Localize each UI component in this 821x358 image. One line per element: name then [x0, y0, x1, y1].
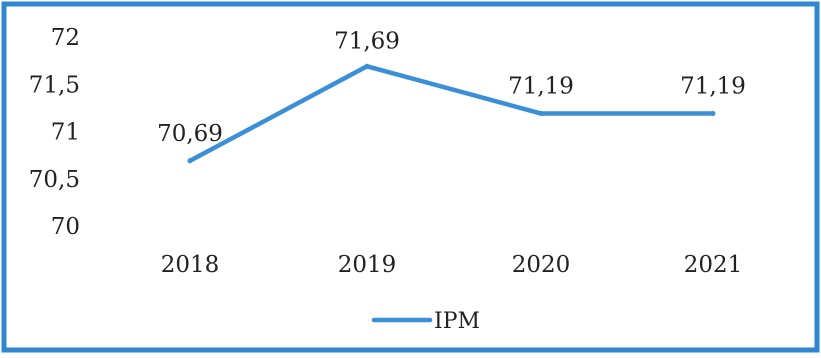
data-point [364, 63, 370, 69]
data-point [187, 158, 193, 164]
y-axis: 72 71,5 71 70,5 70 [29, 25, 80, 240]
data-point [538, 111, 544, 117]
data-labels: 70,69 71,69 71,19 71,19 [157, 28, 746, 147]
x-axis: 2018 2019 2020 2021 [161, 252, 743, 278]
legend-label: IPM [434, 309, 480, 334]
series-layer [187, 63, 716, 164]
x-tick-label: 2020 [512, 252, 571, 278]
data-point [710, 111, 716, 117]
x-tick-label: 2019 [338, 252, 397, 278]
y-tick-label: 70,5 [29, 167, 80, 193]
data-label: 71,69 [334, 28, 400, 54]
data-label: 71,19 [508, 74, 574, 100]
data-label: 70,69 [157, 121, 223, 147]
legend: IPM [371, 309, 480, 334]
x-tick-label: 2018 [161, 252, 220, 278]
series-line-ipm [187, 64, 716, 164]
y-tick-label: 72 [51, 25, 80, 51]
data-label: 71,19 [680, 74, 746, 100]
y-tick-label: 70 [51, 214, 80, 240]
y-tick-label: 71 [51, 120, 80, 146]
x-tick-label: 2021 [684, 252, 743, 278]
y-tick-label: 71,5 [29, 72, 80, 98]
